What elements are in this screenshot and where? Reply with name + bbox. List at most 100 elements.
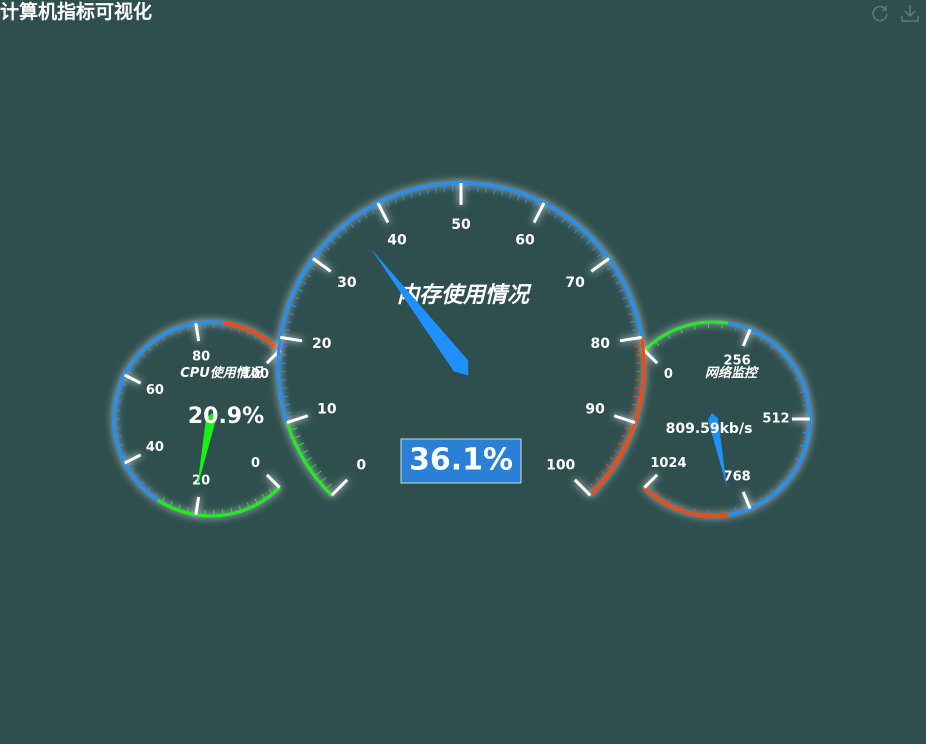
gauge-network-tick-label: 768 — [724, 470, 751, 485]
major-tick — [123, 453, 142, 465]
minor-tick — [693, 323, 696, 330]
gauge-memory-tick-label: 80 — [591, 336, 611, 352]
minor-tick — [186, 507, 189, 514]
minor-tick — [300, 449, 308, 455]
minor-tick — [278, 354, 287, 356]
gauge-cpu-band-1 — [156, 486, 281, 518]
minor-tick — [289, 427, 298, 432]
minor-tick — [759, 335, 764, 342]
minor-tick — [734, 324, 738, 331]
minor-tick — [759, 496, 764, 503]
minor-tick — [280, 395, 289, 398]
minor-tick — [139, 480, 146, 486]
minor-tick — [169, 501, 173, 507]
minor-tick — [799, 444, 806, 448]
minor-tick — [621, 435, 630, 440]
gauge-cpu-axis — [112, 320, 281, 518]
minor-tick — [634, 387, 643, 390]
minor-tick — [285, 311, 294, 316]
minor-tick — [295, 287, 303, 292]
minor-tick — [323, 244, 331, 251]
minor-tick — [632, 328, 641, 332]
major-tick — [613, 414, 636, 424]
minor-tick — [630, 320, 639, 323]
minor-tick — [254, 498, 259, 505]
minor-tick — [299, 279, 307, 285]
minor-tick — [614, 449, 622, 455]
minor-tick — [114, 409, 121, 411]
major-tick — [643, 473, 659, 489]
minor-tick — [153, 340, 158, 346]
minor-tick — [120, 382, 127, 386]
gauge-memory-band-3 — [589, 337, 646, 497]
gauge-network-band-1 — [643, 320, 729, 352]
minor-tick — [666, 333, 671, 339]
minor-tick — [393, 195, 398, 204]
minor-tick — [721, 322, 724, 329]
toolbox — [870, 3, 920, 23]
minor-tick — [628, 311, 637, 316]
minor-tick — [291, 295, 300, 300]
minor-tick — [679, 504, 683, 511]
minor-tick — [605, 463, 613, 470]
minor-tick — [770, 489, 775, 495]
minor-tick — [261, 493, 266, 500]
minor-tick — [597, 251, 605, 257]
minor-tick — [128, 366, 135, 371]
gauge-network-band-2 — [727, 321, 812, 517]
minor-tick — [117, 443, 124, 447]
minor-tick — [161, 335, 166, 341]
minor-tick — [161, 497, 166, 503]
minor-tick — [654, 491, 660, 498]
minor-tick — [443, 183, 446, 192]
minor-tick — [186, 324, 189, 331]
restore-icon[interactable] — [870, 3, 890, 23]
gauge-memory-band-2 — [276, 181, 644, 424]
major-tick — [573, 478, 592, 497]
gauge-network-tick-label: 0 — [664, 367, 673, 382]
minor-tick — [146, 486, 152, 493]
minor-tick — [611, 272, 619, 278]
minor-tick — [177, 327, 181, 334]
minor-tick — [802, 404, 810, 407]
minor-tick — [625, 303, 634, 308]
minor-tick — [631, 403, 640, 407]
minor-tick — [139, 352, 146, 358]
minor-tick — [609, 457, 618, 463]
minor-tick — [417, 187, 421, 196]
minor-tick — [780, 479, 786, 485]
minor-tick — [153, 492, 158, 498]
minor-tick — [362, 211, 368, 219]
gauge-memory-tick-label: 90 — [585, 402, 605, 418]
gauge-cpu-pointer — [197, 413, 216, 488]
gauge-memory-value-label: 36.1% — [409, 443, 513, 478]
minor-tick — [278, 379, 287, 381]
minor-tick — [591, 244, 599, 251]
minor-tick — [221, 322, 224, 329]
download-icon[interactable] — [900, 3, 920, 23]
minor-tick — [434, 184, 437, 193]
minor-tick — [279, 345, 288, 348]
minor-tick — [624, 427, 633, 432]
minor-tick — [134, 359, 140, 364]
minor-tick — [307, 265, 316, 271]
minor-tick — [238, 326, 242, 333]
gauge-memory-value-box — [400, 438, 522, 484]
minor-tick — [524, 195, 529, 204]
gauge-cpu-tick-label: 60 — [146, 383, 164, 398]
minor-tick — [314, 470, 322, 477]
major-tick — [265, 473, 281, 489]
gauge-memory-tick-label: 30 — [337, 275, 357, 291]
minor-tick — [780, 353, 786, 359]
minor-tick — [385, 199, 390, 207]
minor-tick — [341, 226, 348, 234]
minor-tick — [795, 377, 801, 381]
minor-tick — [600, 470, 608, 477]
minor-tick — [595, 477, 603, 484]
minor-tick — [283, 320, 292, 323]
page-title: 计算机指标可视化 — [0, 1, 153, 23]
minor-tick — [509, 190, 513, 199]
minor-tick — [799, 390, 806, 394]
minor-tick — [120, 452, 127, 456]
